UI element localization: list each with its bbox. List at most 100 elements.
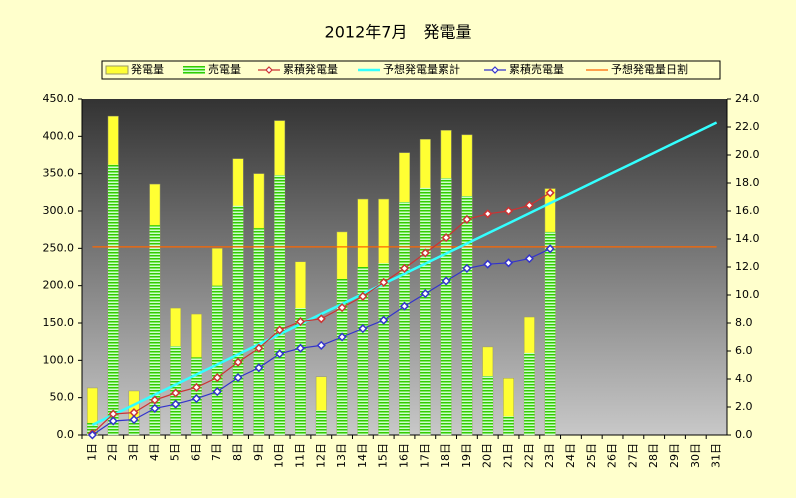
y-tick-label: 0.0 [57,428,75,441]
bar [357,267,369,435]
point [254,343,264,353]
bar [295,308,306,435]
x-tick-label: 15日 [377,443,390,468]
y-tick-label: 350.0 [43,167,75,180]
legend-marker [265,66,273,74]
x-tick-label: 6日 [189,443,202,461]
legend-label: 累積発電量 [283,62,338,76]
legend-label: 累積売電量 [509,62,564,76]
point [379,315,389,325]
x-tick-label: 5日 [169,443,182,461]
point [171,399,181,409]
y2-tick-label: 4.0 [735,372,753,385]
chart-title: 2012年7月 発電量 [325,23,472,42]
x-tick-label: 7日 [210,443,223,461]
y2-tick-label: 20.0 [735,148,760,161]
bar [440,178,452,435]
y-tick-label: 150.0 [43,316,75,329]
point [462,263,472,273]
y-tick-label: 400.0 [43,129,75,142]
x-tick-label: 9日 [252,443,265,461]
point [420,248,430,258]
x-tick-label: 25日 [585,443,598,468]
point [503,206,514,216]
point [337,332,347,342]
y2-tick-label: 12.0 [735,260,760,273]
line [91,121,718,427]
point [462,214,472,224]
bar [544,231,556,435]
point [108,416,118,426]
bar [482,376,493,435]
y2-tick-label: 0.0 [735,428,753,441]
bar [253,228,265,435]
legend-label: 売電量 [208,63,241,76]
legend-label: 予想発電量日割 [611,62,688,76]
bar [212,285,223,435]
y2-tick-label: 2.0 [735,400,753,413]
point [524,200,534,210]
bar [149,225,161,435]
y-tick-label: 300.0 [43,204,75,217]
bar [316,410,327,435]
point [545,188,555,198]
x-tick-label: 12日 [314,443,327,468]
y2-tick-label: 22.0 [735,120,760,133]
x-tick-label: 24日 [564,443,577,468]
point [191,382,201,392]
x-tick-label: 23日 [543,443,556,468]
point [316,314,326,324]
x-tick-label: 3日 [127,443,140,461]
point [254,363,264,373]
point [129,415,139,425]
point [420,289,430,299]
point [483,259,493,269]
x-tick-label: 27日 [626,443,639,468]
point [87,430,97,440]
point [295,343,306,353]
bar [420,187,431,435]
y2-tick-label: 24.0 [735,92,760,105]
x-tick-label: 31日 [710,443,723,468]
bar [524,352,535,435]
legend-swatch [183,66,205,74]
x-tick-label: 19日 [460,443,473,468]
point [191,394,201,404]
bar [87,423,98,435]
x-tick-label: 1日 [85,443,98,461]
x-tick-label: 30日 [689,443,702,468]
x-tick-label: 16日 [398,443,411,468]
point [379,277,389,287]
x-tick-label: 21日 [502,443,515,468]
point [275,349,285,359]
x-tick-label: 18日 [439,443,452,468]
y2-tick-label: 10.0 [735,288,760,301]
bar [461,196,473,435]
bar [232,205,244,435]
legend-frame [101,60,721,80]
point [171,388,181,398]
point [233,357,243,367]
y-tick-label: 50.0 [50,391,75,404]
point [524,254,534,264]
y2-tick-label: 18.0 [735,176,760,189]
point [545,244,555,254]
x-tick-label: 8日 [231,443,244,461]
x-tick-label: 28日 [647,443,660,468]
y-tick-label: 200.0 [43,279,75,292]
point [337,303,347,313]
point [358,324,368,334]
y2-tick-label: 6.0 [735,344,753,357]
bar [336,278,348,435]
y-tick-label: 250.0 [43,241,75,254]
y-tick-label: 100.0 [43,353,75,366]
point [233,373,243,383]
legend-marker [491,66,499,74]
x-tick-label: 10日 [273,443,286,468]
point [358,291,368,301]
x-tick-label: 29日 [668,443,681,468]
legend-label: 発電量 [131,62,164,76]
x-tick-label: 20日 [481,443,494,468]
x-tick-label: 13日 [335,443,348,468]
legend-swatch [105,65,129,75]
